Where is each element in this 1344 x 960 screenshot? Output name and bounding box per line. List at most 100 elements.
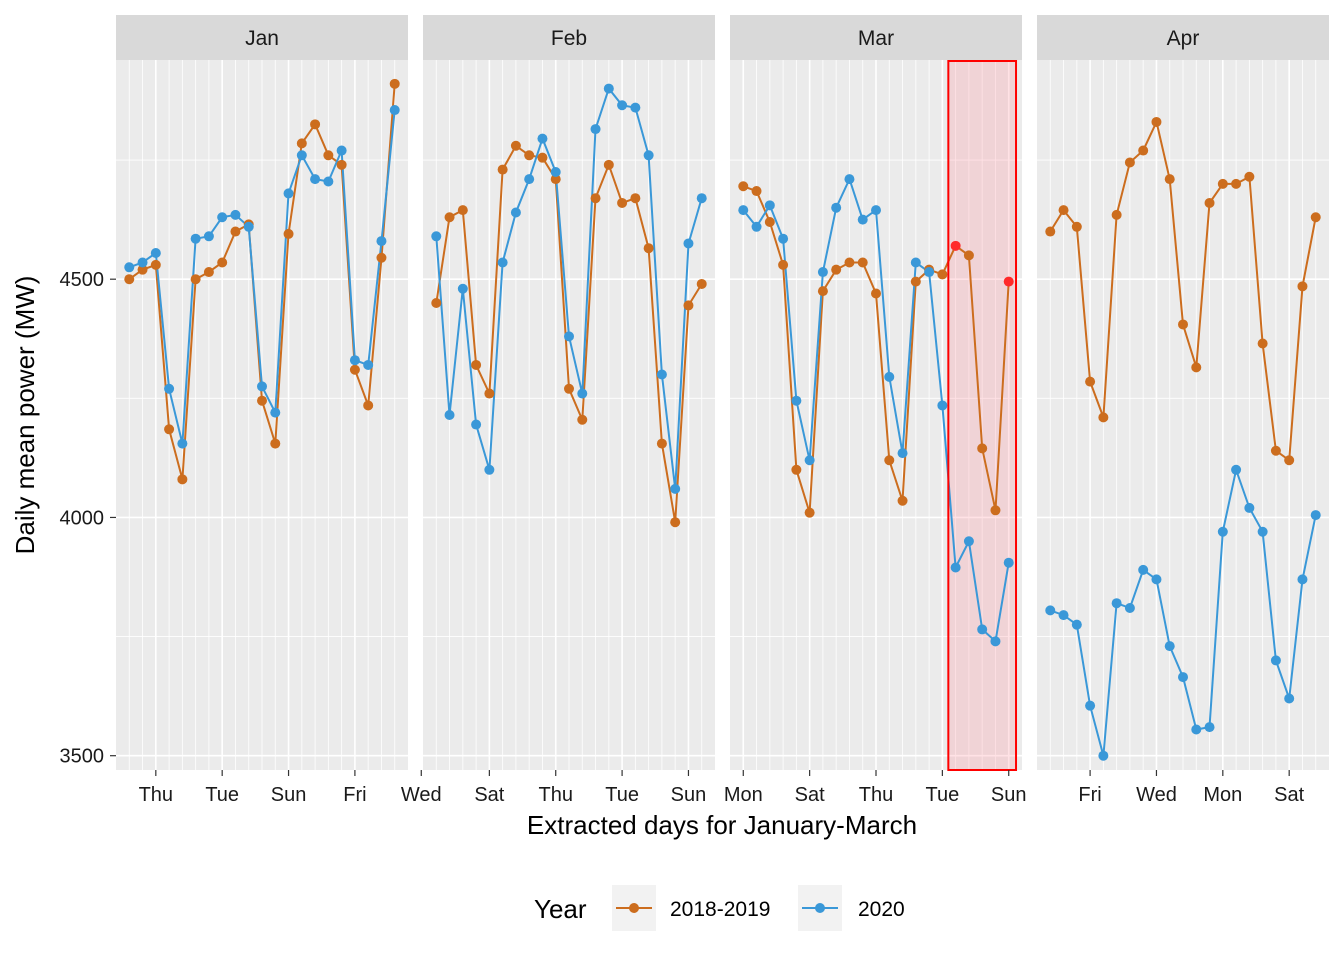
- data-point-2020: [484, 464, 495, 475]
- data-point-2018-2019: [336, 159, 347, 170]
- y-axis-title: Daily mean power (MW): [10, 276, 40, 555]
- data-point-2020: [1204, 722, 1215, 733]
- data-point-2020: [764, 200, 775, 211]
- data-point-2018-2019: [751, 186, 762, 197]
- x-tick-label: Thu: [859, 784, 893, 806]
- data-point-2018-2019: [1310, 212, 1321, 223]
- data-point-2018-2019: [577, 414, 588, 425]
- data-point-2020: [603, 83, 614, 94]
- data-point-2020: [791, 395, 802, 406]
- data-point-2018-2019: [1244, 171, 1255, 182]
- panel-title: Apr: [1167, 27, 1200, 50]
- data-point-2018-2019: [484, 388, 495, 399]
- legend-label-2020: 2020: [858, 898, 905, 921]
- data-point-2018-2019: [389, 78, 400, 89]
- panel-strip: [116, 15, 408, 60]
- data-point-2018-2019: [1071, 221, 1082, 232]
- data-point-2020: [590, 124, 601, 135]
- data-point-2018-2019: [1191, 362, 1202, 373]
- x-axis-title: Extracted days for January-March: [527, 810, 917, 840]
- data-point-2018-2019: [270, 438, 281, 449]
- data-point-2018-2019: [831, 264, 842, 275]
- x-tick-label: Wed: [1136, 784, 1177, 806]
- data-point-2020: [617, 100, 628, 111]
- data-point-2018-2019: [963, 250, 974, 261]
- data-point-2018-2019: [950, 240, 961, 251]
- data-point-2018-2019: [897, 495, 908, 506]
- data-point-2020: [270, 407, 281, 418]
- data-point-2018-2019: [1270, 445, 1281, 456]
- data-point-2018-2019: [177, 474, 188, 485]
- data-point-2018-2019: [537, 152, 548, 163]
- data-point-2018-2019: [937, 269, 948, 280]
- data-point-2018-2019: [457, 205, 468, 216]
- data-point-2020: [124, 262, 135, 273]
- data-point-2020: [630, 102, 641, 113]
- data-point-2018-2019: [804, 507, 815, 518]
- data-point-2020: [1058, 610, 1069, 621]
- data-point-2020: [1244, 502, 1255, 513]
- data-point-2018-2019: [857, 257, 868, 268]
- data-point-2018-2019: [323, 150, 334, 161]
- data-point-2018-2019: [230, 226, 241, 237]
- data-point-2018-2019: [791, 464, 802, 475]
- data-point-2018-2019: [471, 359, 482, 370]
- data-point-2020: [431, 231, 442, 242]
- data-point-2020: [190, 233, 201, 244]
- data-point-2018-2019: [376, 252, 387, 263]
- y-tick-label: 4000: [60, 507, 105, 529]
- data-point-2020: [857, 214, 868, 225]
- data-point-2020: [683, 238, 694, 249]
- data-point-2020: [323, 176, 334, 187]
- data-point-2020: [510, 207, 521, 218]
- panel-strip: [423, 15, 715, 60]
- data-point-2018-2019: [643, 243, 654, 254]
- data-point-2018-2019: [431, 298, 442, 309]
- data-point-2020: [897, 448, 908, 459]
- data-point-2020: [990, 636, 1001, 647]
- data-point-2020: [363, 359, 374, 370]
- data-point-2020: [471, 419, 482, 430]
- data-point-2020: [1297, 574, 1308, 585]
- data-point-2018-2019: [617, 197, 628, 208]
- data-point-2020: [977, 624, 988, 635]
- legend-title: Year: [534, 894, 587, 924]
- data-point-2020: [643, 150, 654, 161]
- data-point-2020: [1270, 655, 1281, 666]
- data-point-2018-2019: [590, 193, 601, 204]
- data-point-2018-2019: [884, 455, 895, 466]
- data-point-2018-2019: [1058, 205, 1069, 216]
- data-point-2020: [457, 283, 468, 294]
- data-point-2020: [1257, 526, 1268, 537]
- x-tick-label: Sat: [795, 784, 825, 806]
- data-point-2018-2019: [1151, 116, 1162, 127]
- data-point-2020: [336, 145, 347, 156]
- data-point-2020: [924, 267, 935, 278]
- data-point-2020: [444, 410, 455, 420]
- data-point-2020: [950, 562, 961, 573]
- data-point-2018-2019: [1003, 276, 1014, 287]
- data-point-2018-2019: [349, 364, 360, 375]
- data-point-2018-2019: [1284, 455, 1295, 466]
- data-point-2020: [696, 193, 707, 204]
- x-tick-label: Sun: [671, 784, 707, 806]
- x-tick-label: Tue: [205, 784, 239, 806]
- data-point-2018-2019: [1098, 412, 1109, 423]
- legend-point-2018-2019: [629, 903, 639, 913]
- data-point-2020: [656, 369, 667, 380]
- data-point-2020: [817, 267, 828, 278]
- data-point-2020: [389, 105, 400, 116]
- data-point-2018-2019: [510, 140, 521, 151]
- data-point-2018-2019: [603, 159, 614, 170]
- data-point-2018-2019: [310, 119, 321, 130]
- data-point-2020: [738, 205, 749, 216]
- data-point-2018-2019: [190, 274, 201, 285]
- data-point-2018-2019: [1231, 178, 1242, 189]
- data-point-2020: [804, 455, 815, 466]
- data-point-2020: [1310, 510, 1321, 521]
- panel-feb: Feb Sat Thu Tue Sun: [423, 15, 715, 806]
- data-point-2020: [831, 202, 842, 213]
- data-point-2020: [150, 247, 161, 258]
- data-point-2018-2019: [1124, 157, 1135, 168]
- data-point-2020: [217, 212, 228, 223]
